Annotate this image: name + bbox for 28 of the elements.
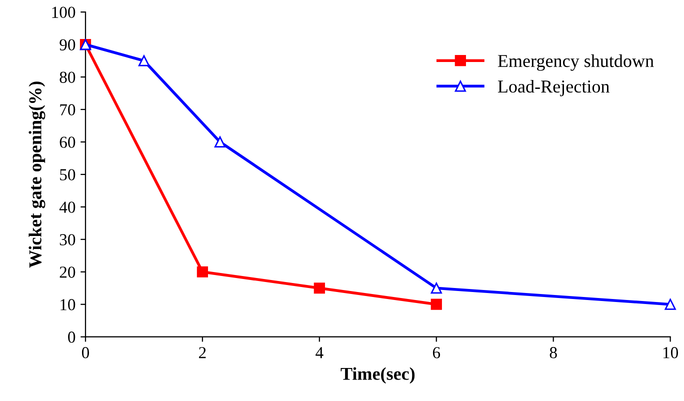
y-tick-label: 60 (60, 136, 76, 148)
y-tick-label: 0 (68, 332, 76, 343)
x-tick-label: 8 (550, 347, 557, 358)
point (314, 282, 325, 294)
y-tick-label: 80 (60, 72, 76, 83)
x-tick-label: 10 (663, 347, 678, 358)
x-tick-label: 0 (82, 347, 90, 358)
point (664, 298, 676, 310)
point (214, 136, 226, 148)
y-tick-label: 30 (60, 234, 76, 246)
x-tick-label: 2 (199, 347, 206, 358)
point (196, 266, 208, 278)
y-axis-title: Wicket gate opening(%) (28, 82, 46, 268)
y-tick-label: 100 (52, 6, 76, 18)
x-tick-label: 4 (316, 347, 324, 358)
point (430, 298, 442, 310)
x-tick-label: 6 (432, 347, 440, 358)
y-tick-label: 90 (60, 39, 76, 50)
point (138, 55, 150, 66)
y-tick-label: 10 (60, 299, 76, 310)
y-tick-label: 40 (59, 202, 76, 213)
y-tick-label: 50 (60, 169, 76, 180)
point (430, 282, 442, 294)
legend-label: Emergency shutdown (498, 54, 654, 71)
y-tick-label: 20 (60, 266, 76, 278)
x-axis-title: Time(sec) (340, 367, 415, 384)
legend-label: Load-Rejection (498, 80, 610, 96)
y-tick-label: 70 (60, 104, 76, 116)
